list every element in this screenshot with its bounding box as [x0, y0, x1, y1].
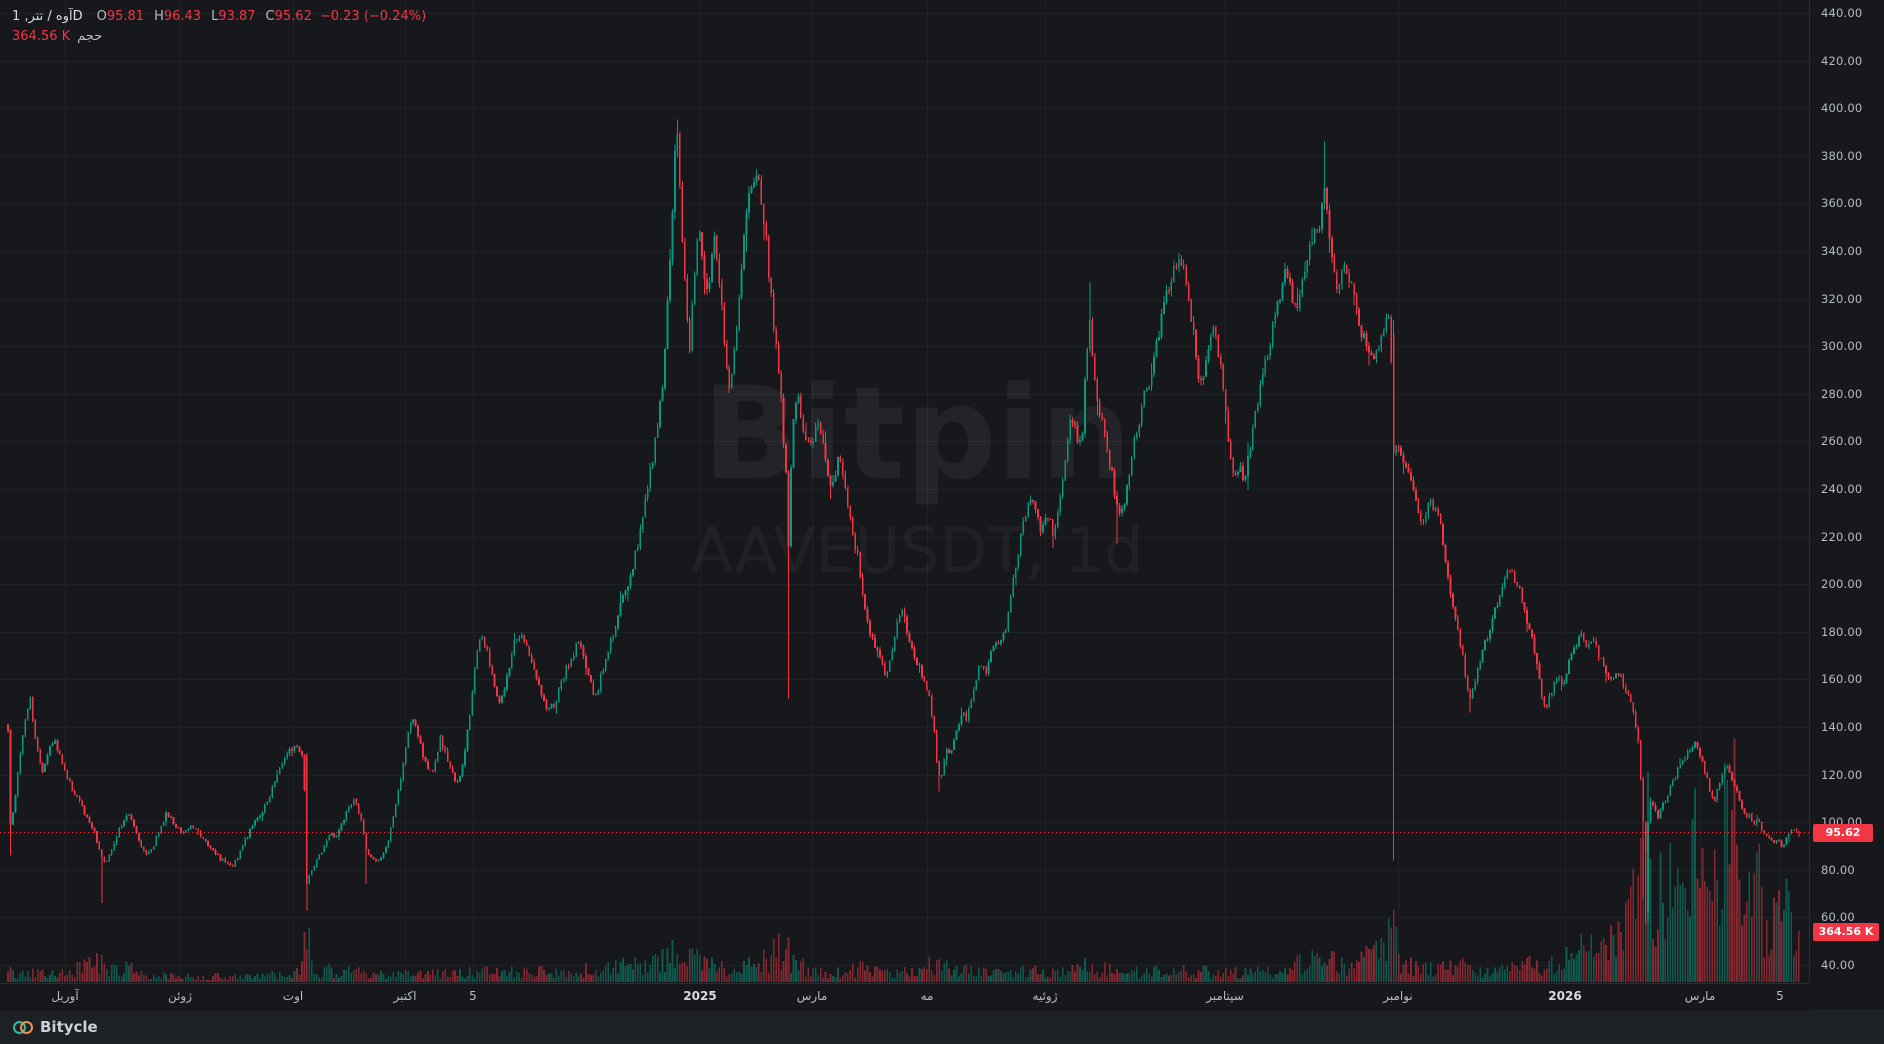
watermark: Bitpin AAVEUSDT, 1d [691, 360, 1144, 587]
time-tick-label: آوریل [51, 989, 79, 1003]
price-tick-label: 260.00 [1821, 434, 1863, 448]
chart-panel: Bitpin AAVEUSDT, 1d آوه / تتر, 1 D O 95.81 H… [0, 0, 1884, 1011]
open-letter: O [96, 9, 107, 24]
high-letter: H [154, 9, 164, 24]
close-value: 95.62 [274, 9, 312, 24]
time-tick-label: 2025 [683, 989, 717, 1003]
time-tick-label: مارس [796, 989, 828, 1003]
bitycle-logo[interactable]: Bitycle [13, 1018, 98, 1036]
watermark-brand: Bitpin [702, 360, 1131, 509]
price-tick-label: 180.00 [1821, 625, 1863, 639]
price-tick-label: 200.00 [1821, 577, 1863, 591]
price-tick-label: 300.00 [1821, 339, 1863, 353]
high-value: 96.43 [163, 9, 202, 24]
price-tick-label: 40.00 [1821, 958, 1855, 972]
low-value: 93.87 [218, 9, 256, 24]
bitycle-brand-text: Bitycle [40, 1018, 98, 1036]
price-tick-label: 360.00 [1821, 196, 1863, 210]
time-tick-label: ژوئیه [1032, 989, 1058, 1003]
time-tick-label: مارس [1684, 989, 1716, 1003]
change-value: −0.23 (−0.24%) [319, 9, 427, 24]
price-tick-label: 320.00 [1821, 292, 1863, 306]
price-tick-label: 120.00 [1821, 768, 1863, 782]
gridlines-layer [0, 0, 1809, 983]
price-tick-label: 420.00 [1821, 54, 1863, 68]
last-price-tag: 95.62 [1813, 824, 1873, 842]
time-tick-label: اوت [282, 989, 304, 1003]
open-value: 95.81 [106, 9, 145, 24]
legend: آوه / تتر, 1 D O 95.81 H 96.43 L 93.87 C 95.62 −0.… [12, 8, 426, 46]
interval-label: D [72, 9, 83, 24]
symbol-title: آوه / تتر, 1 [12, 9, 73, 24]
price-tick-label: 60.00 [1821, 910, 1855, 924]
volume-value: 364.56 K [12, 29, 71, 44]
price-tick-label: 80.00 [1821, 863, 1855, 877]
watermark-symbol: AAVEUSDT, 1d [691, 514, 1144, 587]
time-tick-label: اکتبر [393, 989, 417, 1003]
price-tick-label: 380.00 [1821, 149, 1863, 163]
volume-label: حجم [77, 29, 103, 44]
price-tick-label: 220.00 [1821, 530, 1863, 544]
volume-layer [7, 738, 1800, 982]
close-letter: C [265, 9, 275, 24]
time-tick-label: 5 [469, 989, 477, 1003]
price-tick-label: 440.00 [1821, 6, 1863, 20]
price-tick-label: 400.00 [1821, 101, 1863, 115]
time-axis[interactable]: آوریل ژوئن اوت اکتبر 5 2025 مارس مه ژوئیه سپتامبر… [0, 983, 1809, 1011]
price-tick-label: 340.00 [1821, 244, 1863, 258]
price-tick-label: 160.00 [1821, 672, 1863, 686]
price-axis[interactable]: 95.62 364.56 K 440.00 420.00 400.00 380.00 3… [1809, 0, 1884, 983]
last-volume-tag: 364.56 K [1813, 923, 1879, 941]
price-chart-canvas[interactable]: Bitpin AAVEUSDT, 1d [0, 0, 1809, 983]
price-tick-label: 140.00 [1821, 720, 1863, 734]
time-tick-label: نوامبر [1383, 989, 1413, 1003]
footer-bar: Bitycle [0, 1010, 1884, 1044]
time-tick-label: 5 [1776, 989, 1784, 1003]
legend-volume-row: 364.56 K حجم [12, 28, 426, 46]
bitycle-logo-icon [13, 1020, 33, 1034]
time-tick-label: 2026 [1548, 989, 1582, 1003]
time-tick-label: مه [920, 989, 934, 1003]
time-tick-label: ژوئن [167, 989, 193, 1003]
time-tick-label: سپتامبر [1206, 989, 1244, 1003]
low-letter: L [211, 9, 219, 24]
price-tick-label: 280.00 [1821, 387, 1863, 401]
candles-layer [7, 119, 1800, 925]
legend-ohlc-row: آوه / تتر, 1 D O 95.81 H 96.43 L 93.87 C 95.62 −0.… [12, 8, 426, 26]
price-tick-label: 240.00 [1821, 482, 1863, 496]
